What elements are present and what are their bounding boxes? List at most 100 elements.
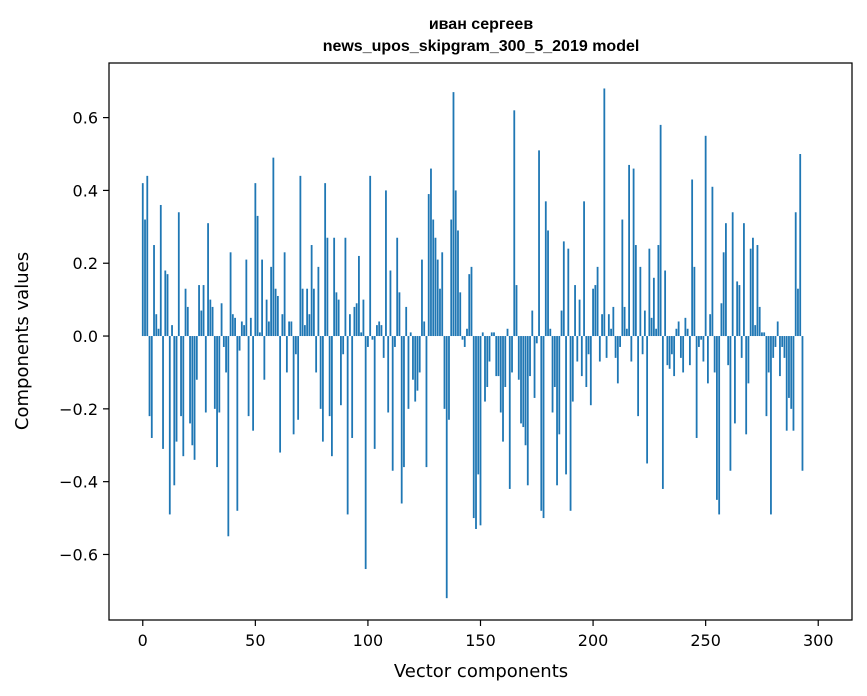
bar-120 bbox=[412, 336, 414, 380]
bar-80 bbox=[321, 336, 324, 442]
bar-249 bbox=[702, 336, 705, 362]
bar-82 bbox=[326, 237, 329, 337]
bar-150 bbox=[479, 336, 482, 526]
bar-237 bbox=[675, 328, 678, 337]
bar-119 bbox=[409, 332, 412, 337]
bar-269 bbox=[747, 336, 750, 384]
bar-103 bbox=[373, 336, 376, 449]
bar-98 bbox=[362, 299, 365, 337]
bar-129 bbox=[432, 219, 435, 337]
bar-104 bbox=[376, 325, 378, 337]
bar-108 bbox=[385, 190, 387, 337]
bar-141 bbox=[459, 292, 462, 337]
bar-72 bbox=[303, 325, 306, 337]
bar-164 bbox=[511, 336, 513, 373]
y-tick-label: −0.2 bbox=[59, 400, 98, 419]
bar-254 bbox=[713, 336, 716, 373]
x-tick-label: 150 bbox=[465, 631, 496, 650]
bar-243 bbox=[688, 336, 691, 366]
bar-253 bbox=[711, 186, 714, 337]
bar-133 bbox=[441, 252, 444, 337]
bar-89 bbox=[342, 336, 345, 355]
bar-172 bbox=[529, 336, 531, 377]
bar-142 bbox=[461, 336, 464, 340]
bar-211 bbox=[616, 336, 619, 384]
bar-147 bbox=[472, 336, 475, 519]
bar-266 bbox=[740, 336, 743, 358]
bar-75 bbox=[310, 245, 313, 337]
bar-67 bbox=[292, 336, 295, 435]
bar-148 bbox=[475, 336, 477, 529]
bar-151 bbox=[481, 332, 484, 337]
bar-177 bbox=[540, 336, 543, 511]
bar-79 bbox=[319, 336, 322, 409]
bar-85 bbox=[333, 237, 336, 337]
bar-263 bbox=[734, 336, 736, 424]
y-tick-label: −0.4 bbox=[59, 473, 98, 492]
bar-278 bbox=[767, 336, 770, 373]
bar-28 bbox=[204, 336, 207, 413]
bar-149 bbox=[477, 336, 480, 475]
bar-244 bbox=[691, 179, 694, 337]
bar-251 bbox=[707, 336, 709, 384]
bar-260 bbox=[727, 336, 730, 366]
bar-93 bbox=[351, 336, 354, 438]
bar-239 bbox=[679, 336, 682, 358]
bar-207 bbox=[607, 314, 610, 337]
bar-226 bbox=[650, 317, 653, 337]
bar-284 bbox=[781, 336, 784, 347]
bar-201 bbox=[594, 285, 597, 337]
bar-206 bbox=[605, 336, 608, 358]
bar-192 bbox=[574, 285, 576, 337]
bar-24 bbox=[195, 336, 198, 380]
bar-190 bbox=[569, 336, 572, 511]
bar-132 bbox=[439, 288, 441, 337]
bar-169 bbox=[522, 336, 525, 428]
bar-35 bbox=[220, 303, 223, 337]
bar-153 bbox=[486, 336, 489, 388]
bar-139 bbox=[454, 190, 457, 337]
bar-50 bbox=[254, 183, 257, 337]
bar-279 bbox=[770, 336, 772, 515]
bar-42 bbox=[236, 336, 239, 511]
bar-48 bbox=[249, 317, 252, 337]
bar-194 bbox=[578, 299, 581, 337]
bar-71 bbox=[301, 288, 304, 337]
bar-38 bbox=[227, 336, 230, 537]
bar-233 bbox=[666, 336, 669, 366]
bar-45 bbox=[243, 325, 245, 337]
bar-83 bbox=[328, 336, 331, 417]
y-axis-label: Components values bbox=[12, 252, 33, 430]
bar-113 bbox=[396, 237, 399, 337]
bar-34 bbox=[218, 336, 221, 413]
bar-23 bbox=[193, 336, 196, 460]
bar-287 bbox=[788, 336, 790, 398]
bar-280 bbox=[772, 336, 775, 358]
bar-70 bbox=[299, 175, 302, 337]
bar-41 bbox=[234, 317, 236, 337]
y-tick-label: 0.4 bbox=[73, 181, 98, 200]
bar-256 bbox=[718, 336, 721, 515]
bar-62 bbox=[281, 314, 284, 337]
bar-2 bbox=[146, 175, 149, 337]
bar-290 bbox=[794, 212, 797, 337]
bar-292 bbox=[799, 154, 802, 337]
bar-16 bbox=[177, 212, 180, 337]
bar-111 bbox=[391, 336, 394, 471]
bar-86 bbox=[335, 292, 338, 337]
bar-225 bbox=[648, 248, 651, 337]
bar-109 bbox=[387, 336, 390, 413]
y-tick-label: −0.6 bbox=[59, 545, 98, 564]
bar-152 bbox=[484, 336, 486, 402]
bar-97 bbox=[360, 332, 363, 337]
bar-282 bbox=[776, 321, 779, 337]
bar-202 bbox=[596, 266, 599, 337]
bar-5 bbox=[153, 245, 155, 337]
bar-185 bbox=[558, 336, 561, 435]
bar-7 bbox=[157, 328, 160, 337]
bar-3 bbox=[148, 336, 151, 417]
bar-40 bbox=[231, 314, 234, 337]
bar-159 bbox=[499, 336, 502, 413]
bar-57 bbox=[270, 266, 273, 337]
bar-46 bbox=[245, 259, 248, 337]
